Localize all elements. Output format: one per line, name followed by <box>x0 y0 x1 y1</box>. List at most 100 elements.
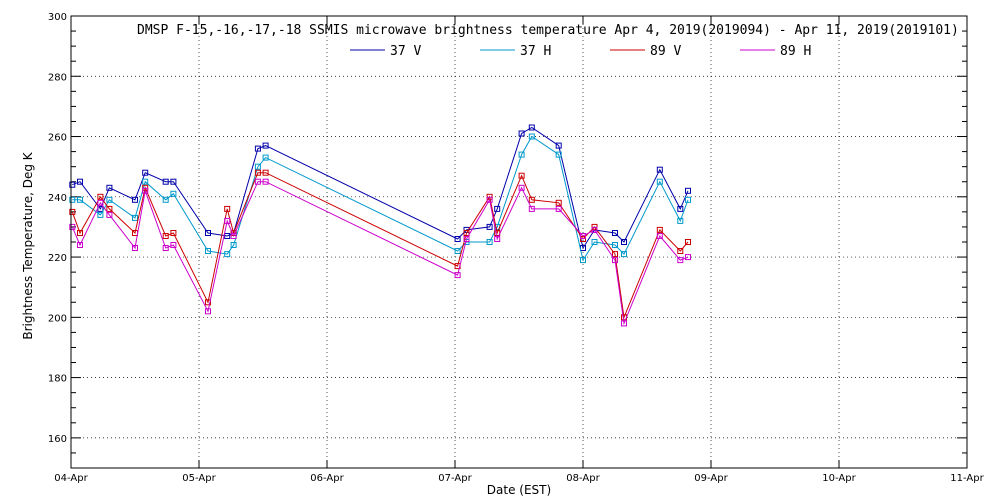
data-point <box>454 272 461 279</box>
data-point <box>224 251 231 258</box>
x-tick-label: 11-Apr <box>950 473 984 484</box>
data-point <box>132 245 138 251</box>
chart-title: DMSP F-15,-16,-17,-18 SSMIS microwave br… <box>137 23 959 38</box>
data-point <box>612 242 618 248</box>
data-point <box>205 230 211 236</box>
data-point <box>205 308 211 315</box>
data-point <box>685 239 691 245</box>
legend-entry: 89 H <box>740 44 811 59</box>
data-point <box>69 196 76 203</box>
data-point <box>224 217 231 224</box>
grid-lines <box>71 16 967 468</box>
data-point <box>612 257 618 264</box>
data-point <box>205 248 211 254</box>
data-point <box>486 223 493 230</box>
data-point <box>656 233 663 239</box>
data-point <box>106 205 113 212</box>
data-point <box>454 236 461 242</box>
data-point <box>656 166 663 173</box>
data-point <box>77 242 83 248</box>
data-point <box>612 251 618 258</box>
x-tick-label: 09-Apr <box>694 473 728 484</box>
data-point <box>555 205 562 212</box>
y-tick-label: 240 <box>48 193 67 204</box>
data-point <box>528 133 535 140</box>
x-tick-label: 08-Apr <box>566 473 600 484</box>
data-point <box>494 236 501 242</box>
data-point <box>69 181 76 188</box>
data-point <box>685 254 691 261</box>
legend-label: 89 H <box>780 44 811 59</box>
data-point <box>230 242 237 248</box>
data-point <box>656 226 663 233</box>
data-point <box>106 184 113 191</box>
series-line <box>72 135 689 262</box>
data-point <box>162 196 169 203</box>
data-point <box>132 214 138 221</box>
data-point <box>170 178 177 185</box>
data-point <box>97 199 104 206</box>
legend-entry: 37 V <box>350 44 421 59</box>
data-point <box>591 239 598 245</box>
y-tick-label: 220 <box>48 253 67 264</box>
series-89-h <box>69 178 691 327</box>
data-point <box>162 233 169 239</box>
y-tick-label: 300 <box>48 12 67 23</box>
data-point <box>224 233 231 239</box>
data-point <box>254 163 261 170</box>
x-tick-label: 10-Apr <box>822 473 856 484</box>
data-point <box>162 245 169 251</box>
y-tick-label: 200 <box>48 313 67 324</box>
data-point <box>254 145 261 152</box>
data-point <box>142 187 149 194</box>
data-point <box>518 172 525 179</box>
series-line <box>72 126 689 250</box>
data-point <box>254 178 261 185</box>
data-point <box>132 196 138 203</box>
legend-entry: 37 H <box>480 44 551 59</box>
data-point <box>677 205 684 212</box>
series-line <box>71 172 689 320</box>
data-point <box>555 151 562 158</box>
y-tick-label: 180 <box>48 374 67 385</box>
y-tick-label: 260 <box>48 133 67 144</box>
data-point <box>97 193 104 200</box>
data-point <box>494 205 501 212</box>
data-point <box>205 299 211 306</box>
data-point <box>262 154 269 161</box>
data-point <box>528 205 535 212</box>
data-point <box>463 236 470 242</box>
data-point <box>162 178 169 185</box>
data-point <box>580 233 586 239</box>
data-point <box>262 178 269 185</box>
data-series <box>69 124 691 327</box>
data-point <box>106 211 113 218</box>
data-point <box>685 196 691 203</box>
y-tick-labels: 160 180 200 220 240 260 280 300 <box>48 12 67 445</box>
legend-entry: 89 V <box>610 44 681 59</box>
x-axis-title: Date (EST) <box>487 483 551 497</box>
data-point <box>69 223 76 230</box>
data-point <box>555 142 562 149</box>
legend-label: 89 V <box>650 44 681 59</box>
data-point <box>224 205 231 212</box>
data-point <box>262 169 269 176</box>
data-point <box>170 190 177 197</box>
data-point <box>77 178 83 185</box>
data-point <box>621 320 627 327</box>
data-point <box>580 257 586 264</box>
data-point <box>612 230 618 236</box>
data-point <box>454 248 461 254</box>
data-point <box>142 178 149 185</box>
data-point <box>518 151 525 158</box>
data-point <box>142 169 149 176</box>
plot-frame <box>70 15 968 469</box>
x-tick-label: 06-Apr <box>310 473 344 484</box>
data-point <box>463 230 470 236</box>
x-tick-label: 07-Apr <box>438 473 472 484</box>
series-line <box>71 181 689 326</box>
data-point <box>170 242 177 248</box>
data-point <box>77 196 83 203</box>
data-point <box>677 217 684 224</box>
